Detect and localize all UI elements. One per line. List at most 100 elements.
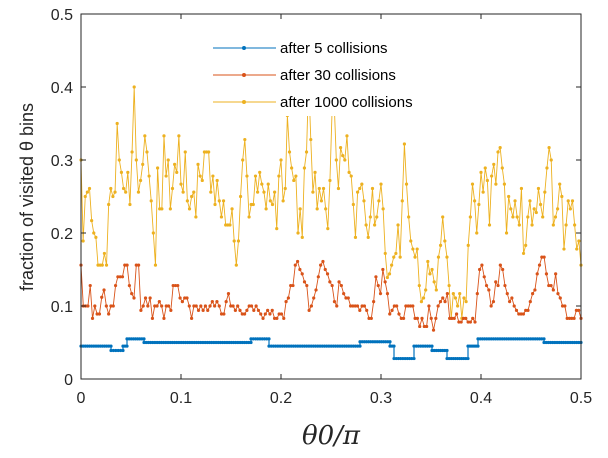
data-point-30 [436,304,440,308]
y-tick-label: 0.5 [51,7,73,24]
data-point-30 [282,316,286,321]
data-point-1000 [507,194,511,199]
data-point-30 [286,296,290,300]
data-point-5 [351,344,355,348]
data-point-30 [454,312,459,316]
data-point-5 [221,340,225,345]
data-point-1000 [315,207,319,211]
data-point-1000 [368,215,372,219]
data-point-5 [155,340,159,345]
data-point-1000 [417,283,421,288]
data-point-1000 [100,263,104,267]
data-point-1000 [513,199,517,203]
data-point-30 [88,283,92,288]
data-point-1000 [256,190,260,194]
data-point-5 [300,344,304,348]
data-point-30 [505,291,509,296]
data-point-1000 [434,288,438,292]
data-point-5 [520,337,524,341]
data-point-30 [565,316,569,321]
data-point-30 [183,296,187,300]
data-point-1000 [113,190,117,194]
data-point-1000 [170,186,175,191]
data-point-1000 [483,166,487,170]
data-point-30 [367,316,371,321]
data-point-1000 [185,199,189,203]
data-point-1000 [415,247,419,251]
data-point-1000 [183,150,187,154]
data-point-1000 [521,251,526,256]
data-point-5 [412,356,416,361]
data-point-30 [431,328,436,332]
data-point-5 [505,337,509,341]
data-point-30 [127,283,131,288]
data-point-5 [540,337,544,341]
data-point-5 [498,337,502,341]
data-point-30 [150,316,155,321]
data-point-1000 [309,137,313,142]
data-point-1000 [381,207,385,211]
data-point-5 [318,344,322,348]
data-point-1000 [132,85,136,89]
data-point-30 [457,320,461,324]
data-point-30 [487,288,491,292]
data-point-30 [86,304,90,308]
data-point-1000 [187,207,192,211]
data-point-30 [295,259,300,264]
data-point-30 [542,255,546,259]
data-point-5 [282,344,287,348]
data-point-30 [169,308,173,312]
data-point-1000 [124,190,128,194]
data-point-5 [269,344,273,348]
data-point-30 [572,316,576,321]
data-point-1000 [341,154,345,158]
legend-marker-5 [242,46,246,50]
x-axis-label: θ0/π [302,421,361,451]
data-point-30 [484,283,489,288]
data-point-1000 [334,158,338,162]
data-point-1000 [190,194,194,199]
data-point-1000 [566,199,570,203]
data-point-30 [185,296,189,300]
data-point-30 [266,308,270,312]
data-point-1000 [245,174,249,178]
data-point-5 [401,356,405,361]
data-point-1000 [147,174,151,178]
data-point-1000 [166,158,170,162]
data-point-1000 [398,255,402,259]
data-point-5 [121,348,125,353]
data-point-5 [416,344,421,348]
data-point-30 [109,304,113,308]
data-point-5 [347,344,351,348]
data-point-1000 [413,255,417,259]
data-point-30 [224,300,228,304]
data-point-5 [245,340,249,345]
data-point-30 [494,280,498,284]
data-point-1000 [238,194,243,199]
data-point-30 [461,316,466,321]
data-point-1000 [407,215,411,219]
data-point-30 [180,300,184,304]
data-point-1000 [466,243,470,248]
data-point-5 [511,337,515,341]
data-point-30 [475,291,479,296]
data-point-5 [249,337,253,341]
data-point-5 [509,337,513,341]
data-point-5 [538,337,542,341]
data-point-30 [270,308,274,312]
data-point-5 [421,344,425,348]
data-point-30 [146,304,150,308]
data-point-1000 [524,243,528,248]
data-point-30 [298,267,302,272]
data-point-5 [356,344,360,348]
data-point-30 [201,308,205,312]
data-point-30 [358,308,362,312]
data-point-1000 [213,202,217,207]
data-point-1000 [126,170,130,175]
data-point-1000 [356,190,360,194]
data-point-1000 [490,174,494,178]
data-point-30 [196,308,201,312]
data-point-1000 [494,182,498,186]
data-point-1000 [436,255,441,259]
